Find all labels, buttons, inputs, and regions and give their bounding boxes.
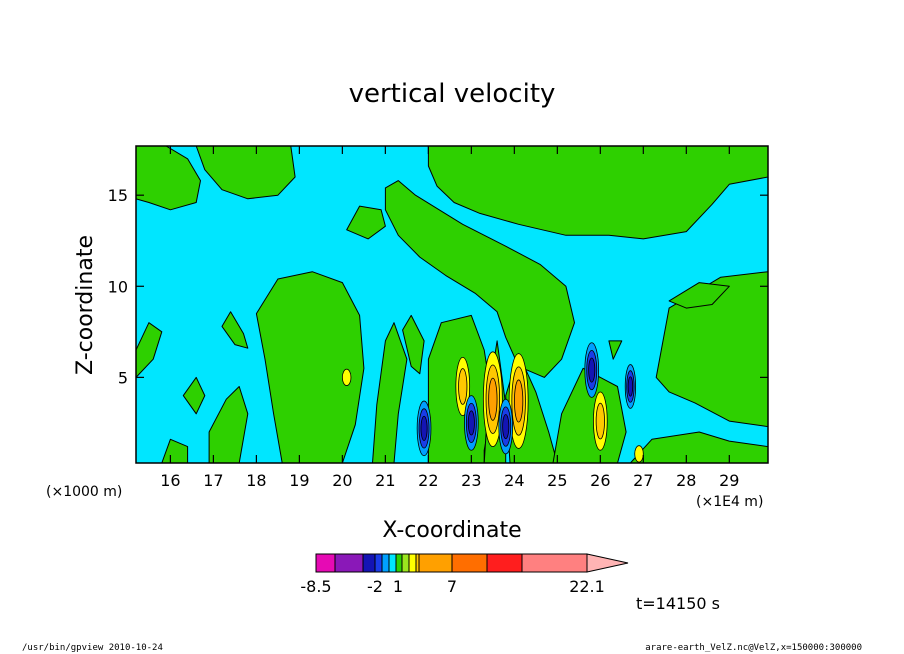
updraft-core (595, 402, 605, 440)
x-tick-label: 27 (633, 471, 653, 490)
colorbar-swatch (381, 553, 390, 573)
colorbar-swatch (408, 553, 417, 573)
x-tick-label: 18 (246, 471, 266, 490)
updraft-core (514, 379, 524, 423)
plot-frame (135, 145, 769, 464)
downdraft-core (588, 357, 596, 383)
x-tick-label: 24 (504, 471, 524, 490)
x-unit-left: (×1000 m) (46, 484, 122, 500)
updraft-core (488, 377, 498, 421)
colorbar-swatch (315, 553, 336, 573)
colorbar: -8.5 -2 1 7 22.1 (300, 553, 629, 596)
updraft-core (458, 368, 468, 405)
colorbar-swatch (395, 553, 403, 573)
weak-updraft-region (552, 367, 627, 463)
x-unit-right: (×1E4 m) (696, 494, 763, 510)
x-tick-label: 20 (332, 471, 352, 490)
weak-updraft-region (221, 311, 249, 349)
x-tick-label: 28 (676, 471, 696, 490)
weak-updraft-region (346, 205, 386, 240)
colorbar-swatch (388, 553, 397, 573)
x-tick-label: 25 (547, 471, 567, 490)
x-tick-label: 26 (590, 471, 610, 490)
footer-right: arare-earth_VelZ.nc@VelZ,x=150000:300000 (645, 643, 862, 653)
colorbar-swatch (418, 553, 453, 573)
downdraft-core (627, 376, 634, 397)
weak-updraft-region (136, 322, 163, 378)
x-tick-label: 23 (461, 471, 481, 490)
y-tick-label: 15 (108, 186, 128, 205)
colorbar-swatch (521, 553, 588, 573)
colorbar-tick-label: -2 (367, 577, 383, 596)
weak-updraft-region (208, 386, 249, 463)
weak-updraft-region (629, 431, 768, 463)
y-axis-label: Z-coordinate (73, 235, 98, 375)
x-axis: 16 17 18 19 20 21 22 23 24 25 26 27 28 29 (160, 146, 739, 490)
plot-area (136, 146, 768, 463)
weak-updraft-region (161, 438, 189, 463)
x-tick-label: 16 (160, 471, 180, 490)
downdraft-core (502, 414, 510, 440)
colorbar-extension-arrow (586, 553, 629, 573)
weak-updraft-region (182, 376, 206, 415)
updraft-core (634, 445, 644, 463)
colorbar-swatch (486, 553, 523, 573)
downdraft-core (467, 410, 475, 436)
y-axis: 5 10 15 (108, 186, 768, 387)
colorbar-swatch (401, 553, 410, 573)
colorbar-swatch (362, 553, 376, 573)
weak-updraft-region (136, 146, 201, 211)
footer-left: /usr/bin/gpview 2010-10-24 (22, 643, 163, 653)
weak-updraft-region (372, 322, 408, 463)
weak-updraft-region (384, 180, 575, 378)
colorbar-swatch (374, 553, 383, 573)
colorbar-tick-label: 22.1 (569, 577, 605, 596)
x-tick-label: 21 (375, 471, 395, 490)
updraft-core (341, 368, 352, 386)
downdraft-core (420, 415, 428, 441)
colorbar-tick-label: -8.5 (300, 577, 331, 596)
x-tick-label: 22 (418, 471, 438, 490)
weak-updraft-region (255, 271, 365, 463)
colorbar-tick-label: 1 (393, 577, 403, 596)
x-tick-label: 29 (719, 471, 739, 490)
weak-updraft-region (668, 282, 730, 309)
velocity-cores (341, 342, 644, 463)
weak-updraft-region (427, 146, 768, 240)
colorbar-swatch (451, 553, 488, 573)
weak-updraft-region (402, 314, 425, 375)
x-axis-label: X-coordinate (382, 518, 521, 543)
colorbar-tick-label: 7 (447, 577, 457, 596)
chart-title: vertical velocity (349, 79, 556, 109)
time-annotation: t=14150 s (636, 594, 720, 613)
y-tick-label: 5 (118, 368, 128, 387)
colorbar-swatch (334, 553, 364, 573)
weak-updraft-region (195, 146, 296, 200)
x-tick-label: 19 (289, 471, 309, 490)
x-tick-label: 17 (203, 471, 223, 490)
y-tick-label: 10 (108, 277, 128, 296)
weak-updraft-region (608, 340, 623, 360)
